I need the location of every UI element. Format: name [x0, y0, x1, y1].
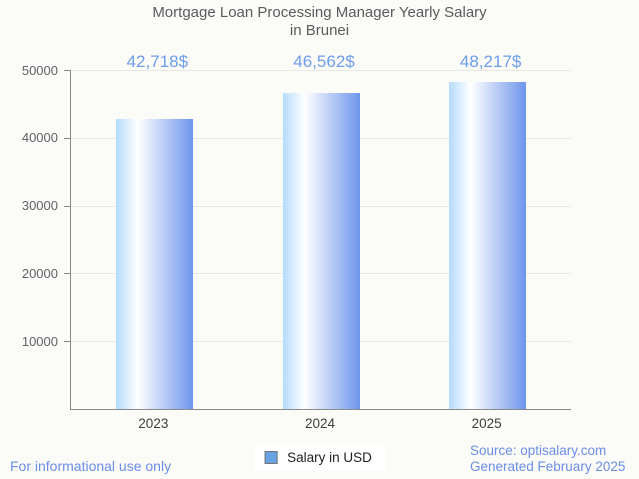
bar-2025 [449, 82, 527, 409]
bar-2023 [115, 119, 193, 409]
chart-title-line2: in Brunei [289, 21, 350, 39]
x-axis-label-2023: 2023 [138, 416, 169, 431]
y-axis-tick [64, 273, 71, 275]
y-axis-tick [64, 70, 71, 71]
value-label-2025: 48,217$ [459, 52, 522, 71]
source-link[interactable]: Source: optisalary.com [470, 443, 607, 458]
x-axis-label-2024: 2024 [304, 416, 336, 431]
y-axis-label: 50000 [21, 62, 58, 78]
bar-2024 [282, 93, 360, 409]
y-axis-tick [64, 205, 71, 207]
y-axis-label: 20000 [21, 265, 58, 281]
gridline [71, 70, 571, 71]
attribution-block: Source: optisalary.com Generated Februar… [470, 443, 625, 475]
x-axis-label-2025: 2025 [471, 416, 502, 431]
y-axis-tick [64, 137, 71, 139]
generated-text: Generated February 2025 [470, 459, 626, 474]
chart-title: Mortgage Loan Processing Manager Yearly … [0, 4, 639, 39]
legend-label: Salary in USD [287, 450, 372, 465]
value-label-2023: 42,718$ [126, 52, 189, 71]
chart-title-line1: Mortgage Loan Processing Manager Yearly … [152, 4, 487, 21]
y-axis-tick [64, 341, 71, 343]
y-axis-label: 40000 [21, 130, 58, 146]
disclaimer-text: For informational use only [10, 458, 172, 474]
legend: Salary in USD [253, 445, 386, 470]
y-axis-label: 30000 [21, 198, 58, 214]
value-label-2024: 46,562$ [293, 52, 355, 71]
legend-marker-icon [264, 451, 278, 464]
plot-area [70, 70, 571, 410]
y-axis-label: 10000 [21, 333, 58, 349]
